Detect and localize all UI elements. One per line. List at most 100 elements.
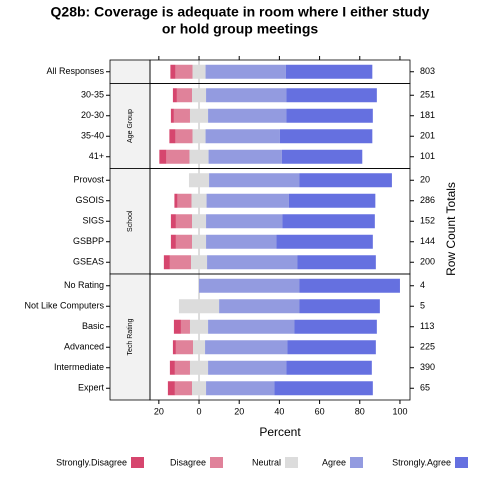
y-tick-label: No Rating xyxy=(64,280,104,290)
y-tick-label: All Responses xyxy=(46,66,104,76)
x-tick-label: 20 xyxy=(154,406,164,416)
x-tick-label: 0 xyxy=(197,406,202,416)
y-tick-label: Expert xyxy=(78,383,105,393)
bar-segment xyxy=(205,340,288,355)
bar-segment xyxy=(219,299,300,314)
bar-segment xyxy=(173,319,181,334)
bar-segment xyxy=(208,108,287,123)
legend-swatch xyxy=(210,457,223,468)
bar-segment xyxy=(286,88,377,103)
y-tick-label: GSOIS xyxy=(75,195,104,205)
bar-segment xyxy=(282,214,375,229)
bar-segment xyxy=(163,255,170,270)
legend-swatch xyxy=(350,457,363,468)
y-tick-label: SIGS xyxy=(82,216,104,226)
strip xyxy=(109,83,151,169)
bar-segment xyxy=(166,149,190,164)
bar-segment xyxy=(170,64,176,79)
y2-tick-label: 390 xyxy=(420,362,435,372)
bar-segment xyxy=(178,299,220,314)
bar-segment xyxy=(294,319,377,334)
bar-segment xyxy=(299,173,392,188)
strip xyxy=(109,168,151,275)
bar-segment xyxy=(274,381,373,396)
legend-swatch xyxy=(131,457,144,468)
x-tick-label: 60 xyxy=(315,406,325,416)
bar-segment xyxy=(297,255,376,270)
legend-label: Neutral xyxy=(252,457,281,467)
x-tick-label: 80 xyxy=(355,406,365,416)
chart-title: Q28b: Coverage is adequate in room where… xyxy=(51,4,430,20)
bar-segment xyxy=(169,129,176,144)
bar-segment xyxy=(192,340,206,355)
bar-segment xyxy=(206,214,283,229)
bar-segment xyxy=(205,64,286,79)
strip xyxy=(109,59,151,84)
bar-segment xyxy=(206,381,275,396)
y-tick-label: GSEAS xyxy=(73,257,104,267)
bar-segment xyxy=(172,340,176,355)
x-tick-label: 20 xyxy=(234,406,244,416)
bar-segment xyxy=(175,214,192,229)
bar-segment xyxy=(286,360,372,375)
bar-segment xyxy=(299,278,400,293)
y-tick-label: Basic xyxy=(82,321,105,331)
bar-segment xyxy=(207,255,298,270)
bar-segment xyxy=(191,381,207,396)
bar-segment xyxy=(299,299,380,314)
y2-tick-label: 20 xyxy=(420,175,430,185)
bar-segment xyxy=(205,129,280,144)
bar-segment xyxy=(173,108,190,123)
bar-segment xyxy=(175,340,193,355)
y-tick-label: 35-40 xyxy=(81,131,104,141)
x-tick-label: 100 xyxy=(392,406,407,416)
y-tick-label: Advanced xyxy=(64,342,104,352)
bar-segment xyxy=(169,360,175,375)
bar-segment xyxy=(206,88,287,103)
y-tick-label: GSBPP xyxy=(73,236,104,246)
bar-segment xyxy=(276,234,373,249)
y2-tick-label: 200 xyxy=(420,257,435,267)
bar-segment xyxy=(192,129,206,144)
bar-segment xyxy=(206,234,277,249)
x-axis-label: Percent xyxy=(259,425,301,439)
y-tick-label: 41+ xyxy=(89,151,104,161)
bar-segment xyxy=(188,173,210,188)
y2-tick-label: 201 xyxy=(420,131,435,141)
bar-segment xyxy=(177,193,192,208)
bar-segment xyxy=(286,108,373,123)
y2-tick-label: 144 xyxy=(420,236,435,246)
bar-segment xyxy=(170,234,176,249)
y-tick-label: Provost xyxy=(73,175,104,185)
legend-swatch xyxy=(285,457,298,468)
bar-segment xyxy=(189,149,209,164)
bar-segment xyxy=(208,360,287,375)
bar-segment xyxy=(175,234,192,249)
bar-segment xyxy=(174,381,192,396)
y2-tick-label: 152 xyxy=(420,216,435,226)
bar-segment xyxy=(191,214,207,229)
bar-segment xyxy=(180,319,190,334)
y2-tick-label: 65 xyxy=(420,383,430,393)
bar-segment xyxy=(176,88,192,103)
bar-segment xyxy=(209,173,300,188)
bar-segment xyxy=(191,234,207,249)
bar-segment xyxy=(189,108,209,123)
bar-segment xyxy=(170,214,176,229)
y2-tick-label: 101 xyxy=(420,151,435,161)
bar-segment xyxy=(189,319,209,334)
y2-tick-label: 5 xyxy=(420,301,425,311)
strip-label: School xyxy=(127,210,134,232)
y-tick-label: 30-35 xyxy=(81,90,104,100)
bar-segment xyxy=(279,129,373,144)
y2-axis-label: Row Count Totals xyxy=(444,182,458,276)
bar-segment xyxy=(288,193,376,208)
bar-segment xyxy=(174,360,190,375)
y2-tick-label: 113 xyxy=(420,321,434,331)
strip-label: Tech Rating xyxy=(127,318,134,355)
bar-segment xyxy=(190,255,208,270)
y-tick-label: Not Like Computers xyxy=(24,301,104,311)
y2-tick-label: 225 xyxy=(420,342,435,352)
legend-label: Disagree xyxy=(170,457,206,467)
bar-segment xyxy=(169,255,191,270)
